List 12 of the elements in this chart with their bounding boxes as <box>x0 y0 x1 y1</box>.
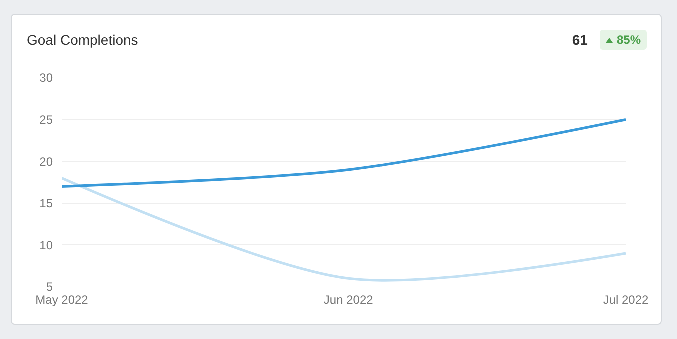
y-tick-label: 30 <box>40 71 54 86</box>
text: 61 <box>572 32 588 48</box>
text: 85% <box>616 33 641 47</box>
y-tick-label: 5 <box>46 280 54 294</box>
chart-title: Goal Completions <box>27 32 138 48</box>
x-tick-label: Jul 2022 <box>603 293 650 307</box>
y-tick-label: 15 <box>40 196 54 211</box>
x-tick-label: May 2022 <box>36 293 89 307</box>
y-tick-label: 20 <box>40 154 54 169</box>
x-tick-label: Jun 2022 <box>324 293 374 307</box>
y-tick-label: 25 <box>40 113 54 127</box>
y-tick-label: 10 <box>40 238 54 252</box>
